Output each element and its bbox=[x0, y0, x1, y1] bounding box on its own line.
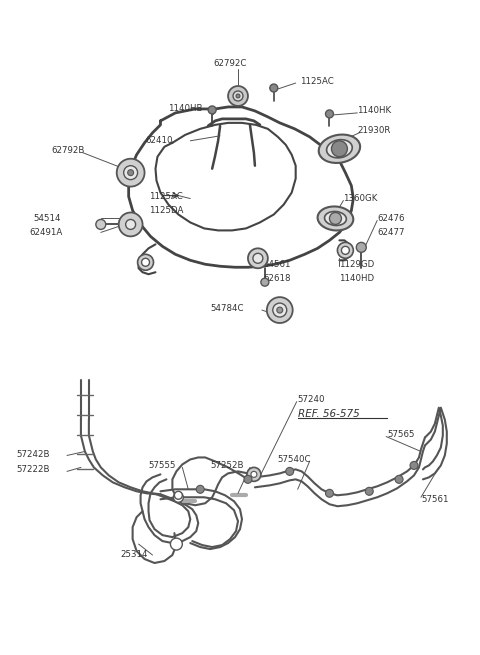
Circle shape bbox=[117, 159, 144, 187]
Circle shape bbox=[248, 248, 268, 269]
Text: 21930R: 21930R bbox=[357, 126, 391, 136]
Text: 62618: 62618 bbox=[264, 274, 291, 283]
Text: 1125DA: 1125DA bbox=[148, 206, 183, 215]
Circle shape bbox=[119, 212, 143, 236]
Text: 57540C: 57540C bbox=[278, 455, 312, 464]
Circle shape bbox=[138, 254, 154, 271]
Text: 62792C: 62792C bbox=[214, 59, 247, 67]
Circle shape bbox=[356, 242, 366, 252]
Text: 1129GD: 1129GD bbox=[339, 260, 375, 269]
Text: 62792B: 62792B bbox=[51, 146, 84, 155]
Circle shape bbox=[270, 84, 278, 92]
Text: 57252B: 57252B bbox=[210, 461, 244, 470]
Text: 1125AC: 1125AC bbox=[300, 77, 334, 86]
Circle shape bbox=[261, 278, 269, 286]
Text: 57555: 57555 bbox=[148, 461, 176, 470]
Text: 57240: 57240 bbox=[298, 395, 325, 404]
Text: 57565: 57565 bbox=[387, 430, 415, 439]
Text: 1360GK: 1360GK bbox=[343, 194, 378, 203]
Circle shape bbox=[142, 258, 150, 267]
Text: 1140HD: 1140HD bbox=[339, 274, 374, 283]
Circle shape bbox=[365, 487, 373, 495]
Circle shape bbox=[273, 303, 287, 317]
Circle shape bbox=[247, 468, 261, 481]
Circle shape bbox=[277, 307, 283, 313]
Circle shape bbox=[173, 493, 183, 502]
Ellipse shape bbox=[319, 134, 360, 163]
Circle shape bbox=[174, 491, 182, 499]
Circle shape bbox=[124, 166, 138, 179]
Text: 62410: 62410 bbox=[145, 136, 173, 145]
Circle shape bbox=[286, 468, 294, 476]
Circle shape bbox=[233, 91, 243, 101]
Text: 54561: 54561 bbox=[264, 260, 291, 269]
Text: 1140HK: 1140HK bbox=[357, 106, 392, 115]
Text: REF. 56-575: REF. 56-575 bbox=[298, 409, 360, 419]
Circle shape bbox=[395, 476, 403, 483]
Circle shape bbox=[329, 212, 341, 225]
Text: 54514: 54514 bbox=[33, 214, 60, 223]
Text: 1140HB: 1140HB bbox=[168, 104, 203, 113]
Ellipse shape bbox=[318, 206, 353, 231]
Circle shape bbox=[208, 106, 216, 114]
Circle shape bbox=[228, 86, 248, 106]
Text: 62477: 62477 bbox=[377, 228, 405, 237]
Text: 57222B: 57222B bbox=[16, 465, 50, 474]
Circle shape bbox=[251, 472, 257, 477]
Text: 54784C: 54784C bbox=[210, 303, 244, 312]
Ellipse shape bbox=[324, 212, 347, 225]
Circle shape bbox=[341, 246, 349, 254]
Circle shape bbox=[170, 538, 182, 550]
Circle shape bbox=[244, 476, 252, 483]
Circle shape bbox=[236, 94, 240, 98]
Circle shape bbox=[196, 485, 204, 493]
Text: 25314: 25314 bbox=[120, 550, 148, 559]
Circle shape bbox=[337, 242, 353, 258]
Text: 62476: 62476 bbox=[377, 214, 405, 223]
Text: 57242B: 57242B bbox=[16, 450, 50, 459]
Circle shape bbox=[410, 461, 418, 470]
Circle shape bbox=[325, 489, 334, 497]
Circle shape bbox=[253, 253, 263, 263]
Ellipse shape bbox=[326, 140, 352, 158]
Circle shape bbox=[332, 141, 348, 157]
Circle shape bbox=[96, 219, 106, 229]
Text: 57561: 57561 bbox=[421, 495, 448, 504]
Circle shape bbox=[325, 110, 334, 118]
Text: 1125AC: 1125AC bbox=[148, 192, 182, 201]
Circle shape bbox=[128, 170, 133, 176]
Circle shape bbox=[267, 297, 293, 323]
Text: 62491A: 62491A bbox=[29, 228, 62, 237]
Circle shape bbox=[126, 219, 136, 229]
